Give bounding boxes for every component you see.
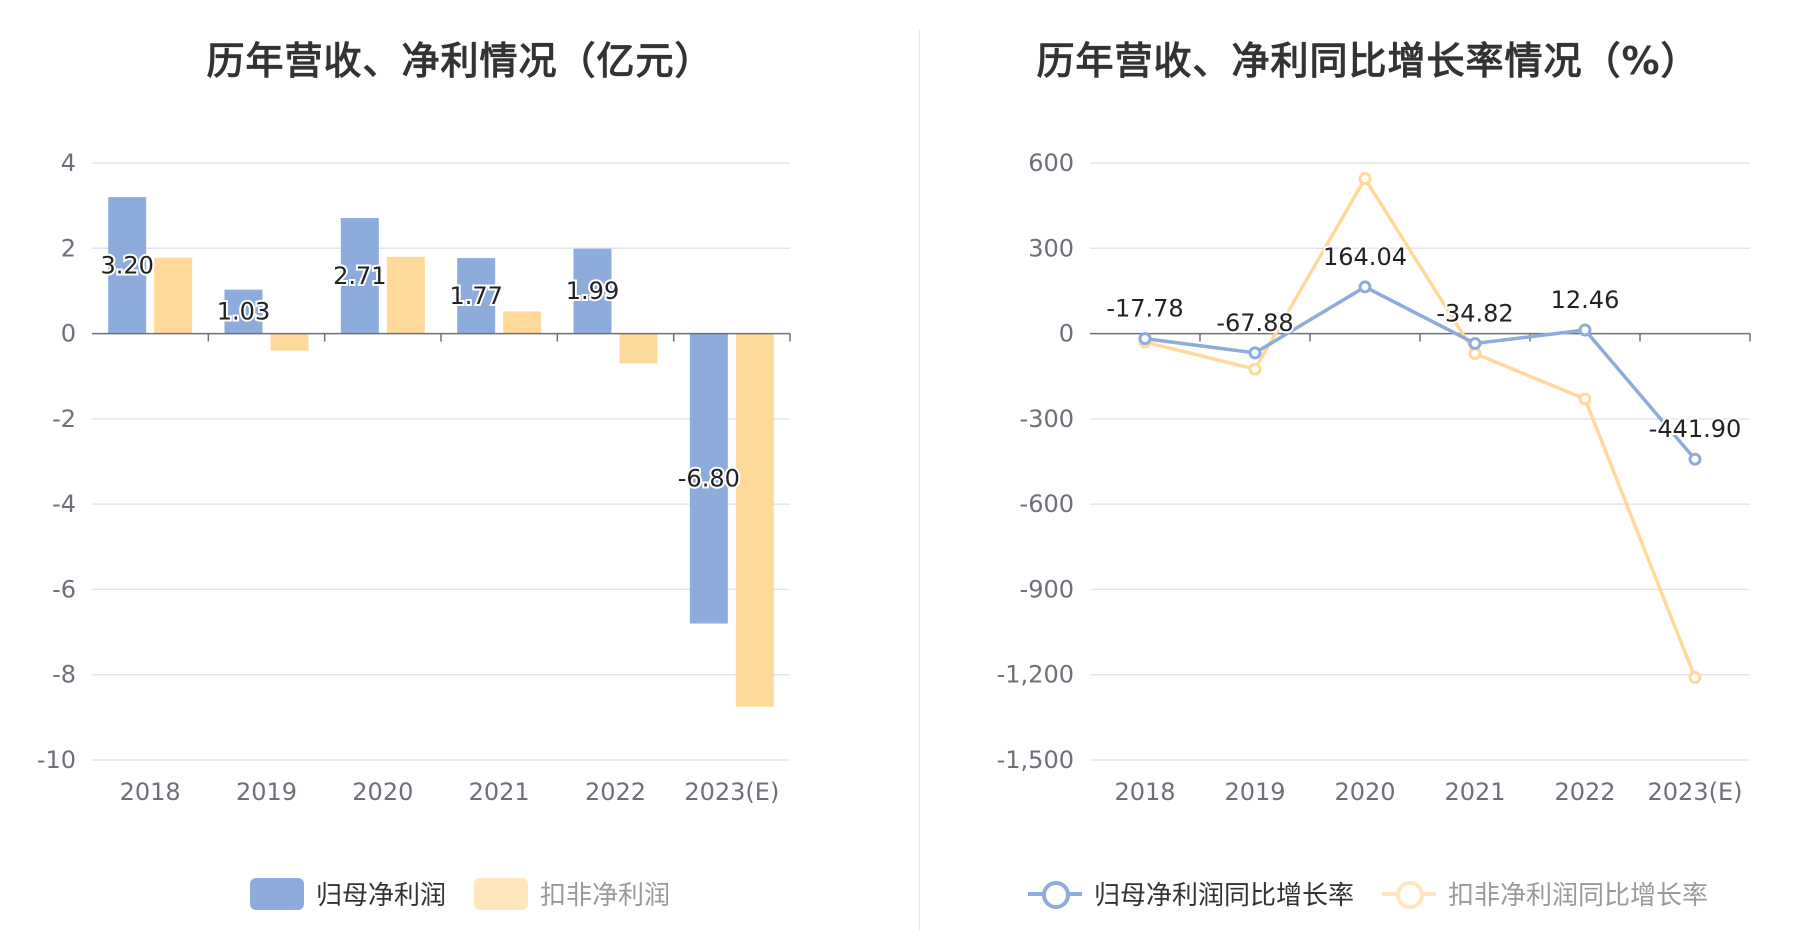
legend-swatch-net-profit-growth	[1027, 878, 1082, 910]
legend-item-deducted-profit-growth[interactable]: 扣非净利润同比增长率	[1382, 875, 1708, 912]
line-deducted-profit-growth	[1144, 175, 1697, 679]
left-x-tick-label: 2020	[352, 778, 413, 806]
line-data-label: -67.88	[1216, 309, 1293, 337]
bar-deducted-profit	[503, 311, 542, 334]
right-y-tick-label: -300	[1020, 405, 1074, 433]
left-x-tick-label: 2019	[236, 778, 297, 806]
legend-item-net-profit-growth[interactable]: 归母净利润同比增长率	[1027, 875, 1354, 912]
bar-data-label: -6.80	[678, 465, 740, 493]
legend-swatch-deducted-profit	[474, 877, 528, 910]
bar-net-profit	[573, 248, 612, 334]
line-data-label: 164.04	[1323, 243, 1407, 271]
point-deducted-profit-growth	[1248, 362, 1262, 376]
left-x-tick-label: 2021	[469, 778, 530, 806]
point-net-profit-growth	[1138, 332, 1152, 346]
right-x-tick-label: 2021	[1444, 778, 1505, 806]
panel-divider	[919, 30, 920, 930]
legend-swatch-net-profit	[249, 877, 304, 910]
point-deducted-profit-growth	[1468, 346, 1482, 360]
left-y-tick-label: -6	[52, 575, 76, 603]
left-chart-svg: 4 2 0 -2 -4 -6 -8 -10 2018 2019 2020 2021 2022 2023(E…	[37, 149, 791, 806]
right-x-tick-label: 2022	[1554, 778, 1615, 806]
bar-data-label: 1.77	[449, 282, 502, 310]
left-x-tick-label: 2018	[120, 778, 181, 806]
right-x-tick-label: 2020	[1334, 778, 1395, 806]
left-y-tick-label: -2	[52, 405, 76, 433]
right-y-tick-label: -1,200	[997, 661, 1074, 689]
right-y-tick-label: 300	[1028, 234, 1074, 262]
bar-data-label: 2.71	[333, 262, 386, 290]
right-y-tick-label: 600	[1028, 149, 1074, 177]
point-net-profit-growth	[1688, 452, 1702, 466]
line-data-label: -17.78	[1106, 295, 1183, 323]
point-net-profit-growth	[1248, 346, 1262, 360]
bar-deducted-profit	[735, 333, 774, 707]
bar-net-profit	[457, 258, 496, 334]
right-x-tick-label: 2019	[1224, 778, 1285, 806]
right-x-tick-label: 2023(E)	[1648, 778, 1743, 806]
point-net-profit-growth	[1578, 323, 1592, 337]
right-x-tick-label: 2018	[1114, 778, 1175, 806]
right-chart-panel: 历年营收、净利同比增长率情况（%） 600 300 0 -300 -600 -900 -1,…	[920, 0, 1816, 947]
bar-deducted-profit	[619, 333, 658, 364]
right-y-tick-label: -900	[1020, 575, 1074, 603]
right-y-tick-label: 0	[1059, 320, 1074, 348]
bar-net-profit	[689, 333, 728, 624]
bar-data-label: 3.20	[100, 251, 153, 279]
left-y-tick-label: 2	[61, 234, 76, 262]
bar-net-profit	[108, 197, 147, 334]
bar-data-label: 1.99	[566, 277, 619, 305]
left-y-tick-label: -8	[52, 661, 76, 689]
left-y-tick-label: -4	[52, 490, 76, 518]
right-chart-title: 历年营收、净利同比增长率情况（%）	[1036, 39, 1700, 83]
bar-deducted-profit	[270, 333, 309, 351]
bar-net-profit	[340, 218, 379, 334]
line-data-label: -441.90	[1649, 415, 1742, 443]
left-chart-title: 历年营收、净利情况（亿元）	[206, 39, 714, 83]
line-data-label: -34.82	[1436, 299, 1513, 327]
line-data-label: 12.46	[1551, 286, 1620, 314]
legend-label-net-profit: 归母净利润	[315, 881, 446, 911]
bar-net-profit	[224, 289, 263, 334]
legend-swatch-deducted-profit-growth	[1382, 878, 1436, 910]
right-y-tick-label: -600	[1020, 490, 1074, 518]
left-x-tick-label: 2023(E)	[684, 778, 779, 806]
legend-item-deducted-profit[interactable]: 扣非净利润	[474, 875, 670, 912]
point-deducted-profit-growth	[1688, 671, 1702, 685]
left-y-tick-label: 0	[61, 320, 76, 348]
right-chart-svg: 600 300 0 -300 -600 -900 -1,200 -1,500 2018 2019 2…	[997, 149, 1751, 806]
bar-data-label: 1.03	[217, 298, 270, 326]
bar-deducted-profit	[154, 257, 193, 334]
legend-label-deducted-profit: 扣非净利润	[540, 881, 671, 911]
left-chart-panel: 历年营收、净利情况（亿元） 4 2 0 -2 -4 -6 -8 -10 2018 2019 2020…	[0, 39, 920, 912]
left-legend: 归母净利润 扣非净利润	[0, 875, 920, 912]
right-y-tick-label: -1,500	[997, 746, 1074, 774]
left-x-tick-label: 2022	[585, 778, 646, 806]
point-net-profit-growth	[1468, 336, 1482, 350]
point-deducted-profit-growth	[1578, 392, 1592, 406]
right-legend: 归母净利润同比增长率 扣非净利润同比增长率	[920, 875, 1816, 912]
point-net-profit-growth	[1358, 280, 1372, 294]
bar-deducted-profit	[386, 256, 425, 334]
left-y-tick-label: 4	[61, 149, 76, 177]
left-y-tick-label: -10	[37, 746, 76, 774]
legend-item-net-profit[interactable]: 归母净利润	[249, 875, 446, 912]
point-deducted-profit-growth	[1358, 172, 1372, 186]
legend-label-net-profit-growth: 归母净利润同比增长率	[1093, 881, 1354, 911]
legend-label-deducted-profit-growth: 扣非净利润同比增长率	[1448, 881, 1709, 911]
line-net-profit-growth	[1144, 284, 1697, 461]
